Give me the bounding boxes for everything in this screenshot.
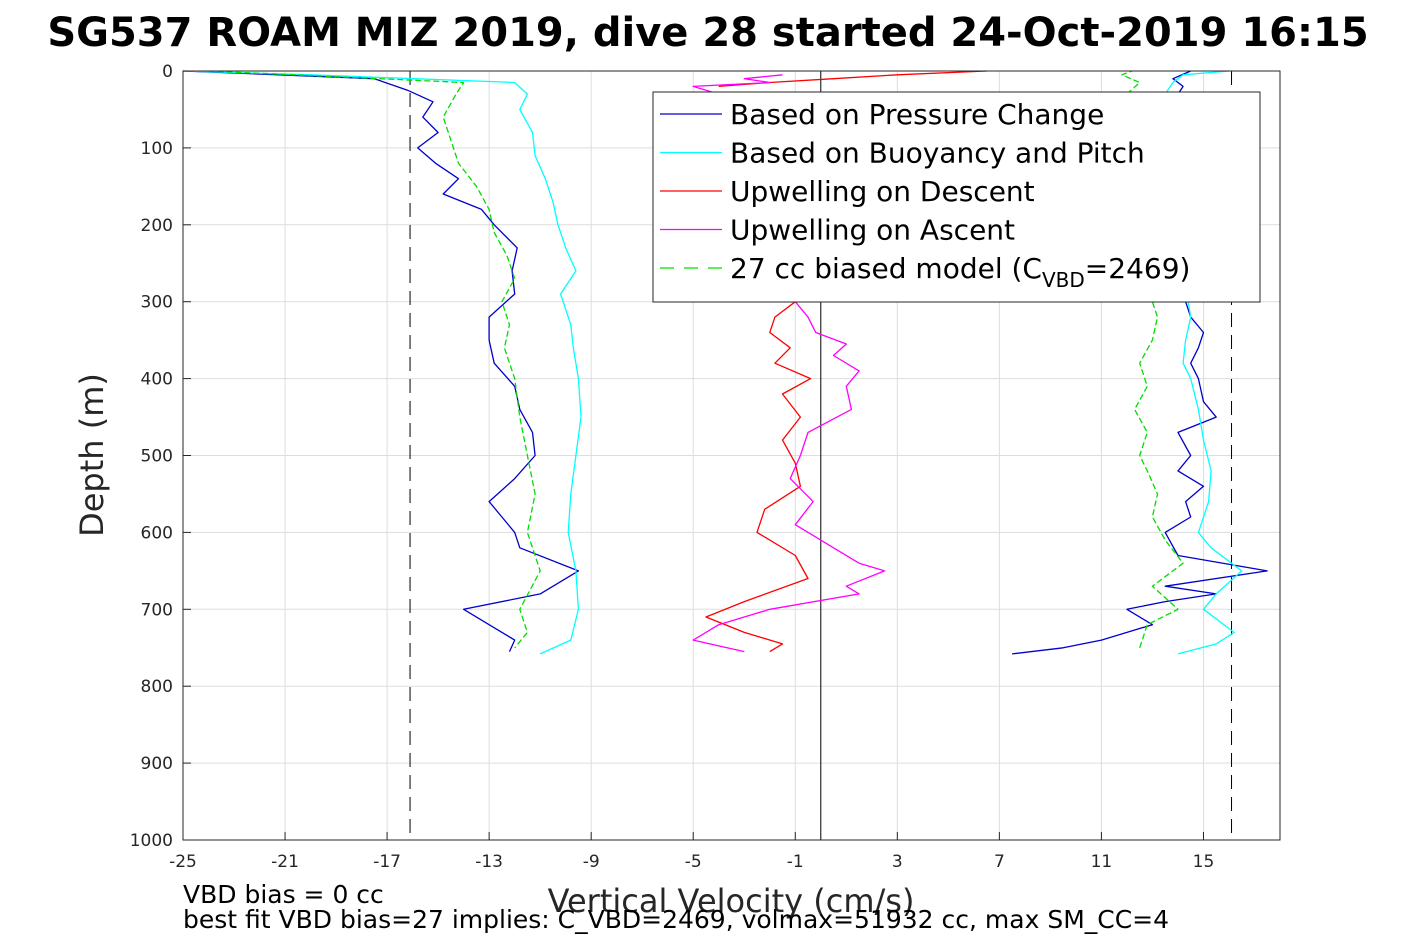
series-line-3-segment-1 (692, 301, 886, 653)
y-tick-label: 300 (141, 293, 173, 313)
chart-title: SG537 ROAM MIZ 2019, dive 28 started 24-… (47, 10, 1368, 56)
legend-entry-label: 27 cc biased model (CVBD=2469) (730, 252, 1190, 292)
series-line-0-segment-1 (1012, 301, 1268, 655)
y-tick-label: 800 (141, 677, 173, 697)
x-tick-label: -1 (787, 852, 804, 872)
y-tick-label: 200 (141, 216, 173, 236)
y-axis-label: Depth (m) (73, 373, 111, 537)
legend-box (652, 91, 1261, 303)
y-ticks: 0 100 200 300 400 500 600 700 800 900 1000 (130, 62, 191, 851)
series-line-0-segment-2 (1172, 70, 1191, 95)
x-tick-label: -13 (475, 852, 503, 872)
y-tick-label: 600 (141, 523, 173, 543)
legend-entry-tail: =2469) (1085, 252, 1191, 285)
series-line-1-segment-0 (182, 70, 582, 655)
x-axis-label: Vertical Velocity (cm/s) (548, 882, 915, 920)
x-tick-label: -9 (583, 852, 600, 872)
series-line-3-segment-0 (692, 74, 783, 95)
series-line-4-segment-2 (1121, 70, 1141, 95)
legend-entry-label: Based on Pressure Change (730, 98, 1104, 131)
x-ticks: -25 -21 -17 -13 -9 -5 -1 3 7 11 15 (169, 832, 1214, 872)
x-tick-label: 7 (994, 852, 1005, 872)
x-tick-label: 11 (1091, 852, 1113, 872)
series-line-4-segment-0 (208, 70, 541, 649)
series-lines (182, 70, 1268, 655)
x-tick-label: -5 (685, 852, 702, 872)
annotation-vbd-bias: VBD bias = 0 cc (183, 880, 384, 909)
legend: Based on Pressure Change Based on Buoyanc… (652, 91, 1261, 303)
x-tick-label: -17 (373, 852, 401, 872)
series-line-2-segment-1 (705, 301, 812, 653)
series-line-1-segment-1 (1177, 301, 1243, 655)
series-line-4-segment-1 (1133, 301, 1184, 649)
y-tick-label: 500 (141, 447, 173, 467)
y-tick-label: 0 (162, 62, 173, 82)
legend-entry-label: Upwelling on Descent (730, 175, 1035, 208)
y-tick-label: 100 (141, 139, 173, 159)
annotation-best-fit: best fit VBD bias=27 implies: C_VBD=2469… (183, 905, 1169, 934)
y-tick-label: 700 (141, 600, 173, 620)
x-tick-label: -25 (169, 852, 197, 872)
y-tick-label: 400 (141, 370, 173, 390)
x-tick-label: 15 (1193, 852, 1215, 872)
legend-entry-subscript: VBD (1042, 268, 1085, 292)
x-tick-label: -21 (271, 852, 299, 872)
series-line-1-segment-2 (1164, 70, 1230, 95)
x-tick-label: 3 (892, 852, 903, 872)
series-line-0-segment-0 (182, 70, 580, 652)
y-tick-label: 900 (141, 754, 173, 774)
legend-entry-text: 27 cc biased model (C (730, 252, 1042, 285)
legend-entry-label: Upwelling on Ascent (730, 214, 1015, 247)
legend-entry-label: Based on Buoyancy and Pitch (730, 137, 1145, 170)
y-tick-label: 1000 (130, 831, 173, 851)
